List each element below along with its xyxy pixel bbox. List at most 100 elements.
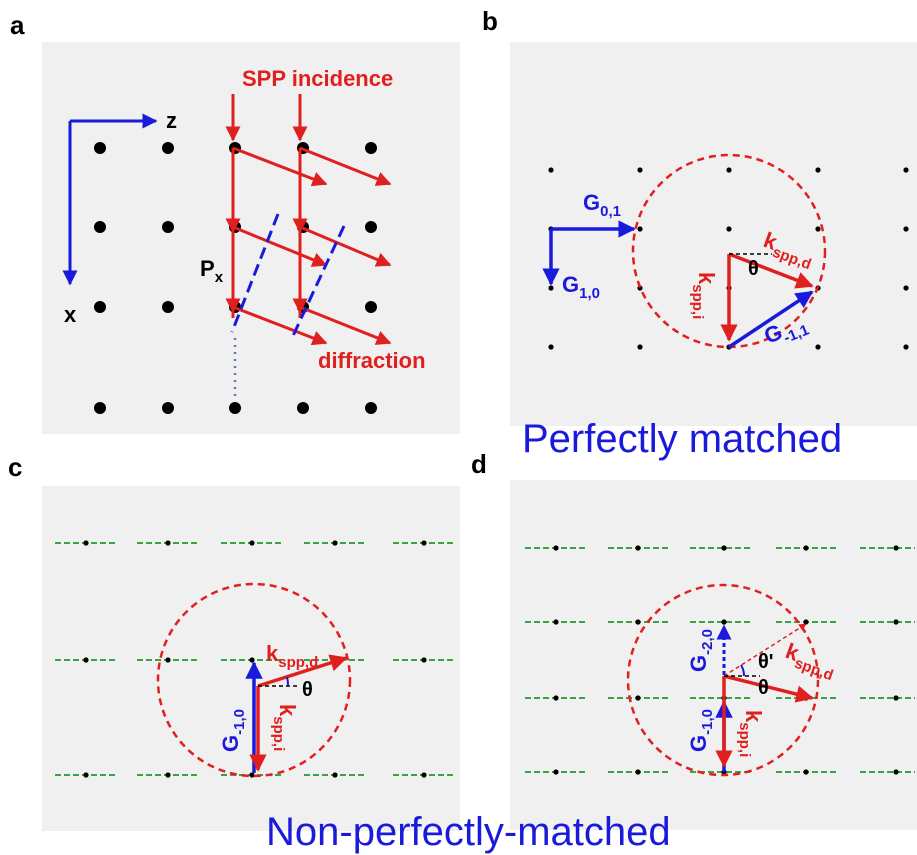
lattice-dot [83, 657, 89, 663]
panel-b-label: b [482, 6, 498, 36]
lattice-dot [553, 619, 559, 625]
theta-prime-label-d: θ' [758, 651, 774, 673]
lattice-dot [249, 657, 255, 663]
ewald-circle-d [626, 583, 820, 777]
gm20-label-d: G-2,0 [686, 629, 716, 672]
lattice-dot [553, 545, 559, 551]
lattice-dot [421, 772, 427, 778]
caption-non-perfectly-matched: Non-perfectly-matched [266, 810, 671, 854]
lattice-dot [553, 769, 559, 775]
axis-z-label: z [166, 108, 177, 133]
lattice-dot [726, 226, 732, 232]
lattice-dot [421, 657, 427, 663]
lattice-dot [548, 285, 554, 291]
lattice-dot [229, 402, 241, 414]
lattice-dot [249, 772, 255, 778]
lattice-dot [893, 769, 899, 775]
lattice-dot [903, 344, 909, 350]
theta-label-d: θ [758, 677, 769, 699]
caption-perfectly-matched: Perfectly matched [522, 417, 842, 461]
lattice-dot [421, 540, 427, 546]
diffracted-ray [299, 146, 392, 186]
ewald-circle-c [156, 582, 352, 778]
kd-prime-vector-d [723, 623, 807, 677]
kd-vector-b [728, 252, 814, 289]
lattice-dot [903, 285, 909, 291]
lattice-dot [162, 221, 174, 233]
lattice-dot [365, 402, 377, 414]
lattice-dot [165, 772, 171, 778]
panel-d-label: d [471, 449, 487, 479]
lattice-dot [803, 545, 809, 551]
lattice-dot [815, 226, 821, 232]
ki-label-c: kspp,i [270, 704, 300, 751]
lattice-dot [903, 226, 909, 232]
panel-b: b G0,1 G1,0 θ kspp,d kspp,i G-1,1 Perfec… [482, 6, 917, 461]
lattice-dot [165, 540, 171, 546]
lattice-dot [635, 545, 641, 551]
gm10-label-d: G-1,0 [686, 709, 716, 752]
lattice-dot [162, 301, 174, 313]
ki-label-d: kspp,i [736, 710, 766, 757]
lattice-dot [83, 540, 89, 546]
wavefront-right [290, 225, 346, 339]
gm11-vector [728, 290, 814, 349]
theta-prime-arc-d [740, 664, 746, 677]
g10-label: G1,0 [562, 272, 600, 302]
lattice-dot [94, 142, 106, 154]
lattice-dot [721, 619, 727, 625]
panel-c: c θ kspp,d kspp,i G-1,0 [8, 452, 460, 831]
lattice-dot [637, 344, 643, 350]
lattice-dot [635, 695, 641, 701]
panel-c-label: c [8, 452, 22, 482]
diffracted-ray [299, 225, 392, 267]
kd-label-c: kspp,d [266, 641, 318, 671]
lattice-dot [635, 619, 641, 625]
lattice-dot [726, 167, 732, 173]
diffracted-ray [232, 305, 328, 346]
lattice-dot [162, 142, 174, 154]
lattice-dot [548, 167, 554, 173]
lattice-dot [903, 167, 909, 173]
lattice-dot [332, 540, 338, 546]
kd-vector-c [257, 654, 348, 688]
lattice-dot [94, 402, 106, 414]
diffracted-ray [232, 146, 328, 187]
panel-d: d θ' θ kspp,d kspp,i G-2,0 G-1,0 [471, 449, 917, 830]
lattice-dot [332, 772, 338, 778]
lattice-dot [637, 226, 643, 232]
panel-a: a z x SPP incidence Px diff [10, 10, 460, 434]
theta-label-c: θ [302, 679, 313, 701]
lattice-dot [803, 619, 809, 625]
lattice-dot [637, 167, 643, 173]
diffraction-label: diffraction [318, 348, 426, 373]
lattice-dot [721, 545, 727, 551]
theta-label-b: θ [748, 258, 759, 280]
panel-b-background [510, 42, 917, 426]
incidence-label: SPP incidence [242, 66, 393, 91]
period-label: Px [200, 256, 224, 286]
lattice-dot [893, 545, 899, 551]
panel-a-label: a [10, 10, 25, 40]
lattice-dot [165, 657, 171, 663]
panel-a-background [42, 42, 460, 434]
lattice-dot [297, 402, 309, 414]
lattice-dot [162, 402, 174, 414]
ki-label-b: kspp,i [689, 272, 719, 319]
diffracted-ray [299, 305, 392, 345]
diffracted-ray [232, 225, 328, 267]
lattice-dot [365, 221, 377, 233]
lattice-dot [548, 344, 554, 350]
wavefront-left [230, 213, 280, 333]
lattice-dot [94, 301, 106, 313]
lattice-dot [893, 695, 899, 701]
axis-x-label: x [64, 302, 77, 327]
lattice-dot [815, 167, 821, 173]
lattice-dot [635, 769, 641, 775]
lattice-dot [893, 619, 899, 625]
lattice-dot [815, 344, 821, 350]
lattice-dot [365, 301, 377, 313]
lattice-dot [803, 769, 809, 775]
lattice-dot [249, 540, 255, 546]
